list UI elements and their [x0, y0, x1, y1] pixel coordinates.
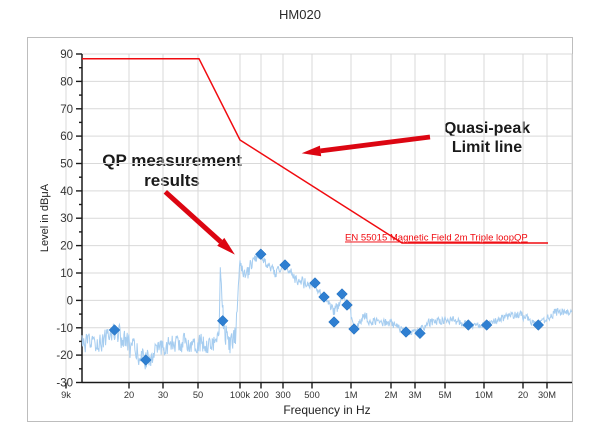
svg-text:100k: 100k — [230, 390, 251, 400]
svg-text:5M: 5M — [439, 390, 452, 400]
svg-text:40: 40 — [60, 186, 73, 198]
svg-text:20: 20 — [518, 390, 528, 400]
svg-text:30: 30 — [158, 390, 168, 400]
svg-text:Frequency in Hz: Frequency in Hz — [283, 403, 370, 417]
svg-text:50: 50 — [60, 159, 73, 171]
svg-text:50: 50 — [193, 390, 203, 400]
svg-text:Level in dBμA: Level in dBμA — [39, 183, 51, 252]
svg-text:300: 300 — [275, 390, 291, 400]
svg-text:10: 10 — [60, 268, 73, 280]
svg-text:80: 80 — [60, 76, 73, 88]
svg-text:20: 20 — [60, 241, 73, 253]
svg-text:90: 90 — [60, 49, 73, 61]
svg-text:10M: 10M — [475, 390, 493, 400]
svg-text:-20: -20 — [56, 350, 73, 362]
svg-text:30: 30 — [60, 213, 73, 225]
svg-text:20: 20 — [124, 390, 134, 400]
svg-text:2M: 2M — [385, 390, 398, 400]
svg-text:-30: -30 — [56, 378, 73, 390]
svg-text:3M: 3M — [409, 390, 422, 400]
svg-text:1M: 1M — [345, 390, 358, 400]
svg-text:9k: 9k — [61, 390, 71, 400]
svg-text:500: 500 — [304, 390, 320, 400]
svg-text:60: 60 — [60, 131, 73, 143]
svg-text:70: 70 — [60, 104, 73, 116]
svg-text:-10: -10 — [56, 323, 73, 335]
svg-text:30M: 30M — [538, 390, 556, 400]
svg-text:EN 55015 Magnetic Field 2m Tr: EN 55015 Magnetic Field 2m Triple loopQP — [345, 233, 528, 244]
svg-text:0: 0 — [67, 295, 73, 307]
svg-text:200: 200 — [253, 390, 269, 400]
